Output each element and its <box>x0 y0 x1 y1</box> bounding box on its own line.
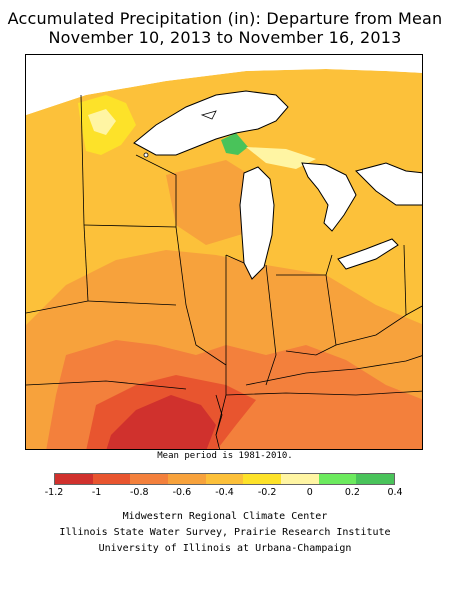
legend-bar <box>54 473 395 485</box>
credit-line-3: University of Illinois at Urbana-Champai… <box>98 543 352 554</box>
credit-line-1: Midwestern Regional Climate Center <box>122 511 328 522</box>
legend-tick-label: -1 <box>91 487 102 498</box>
legend-swatch-7 <box>318 474 357 484</box>
red-zone <box>106 395 216 449</box>
legend-swatch-8 <box>356 474 395 484</box>
green-zone <box>221 133 248 155</box>
legend-swatch-0 <box>55 474 93 484</box>
map-title: Accumulated Precipitation (in): Departur… <box>7 9 443 28</box>
credit-line-2: Illinois State Water Survey, Prairie Res… <box>59 527 391 538</box>
legend-swatch-1 <box>92 474 131 484</box>
map-date-range: November 10, 2013 to November 16, 2013 <box>48 28 402 47</box>
lake-superior <box>133 90 289 156</box>
legend-tick-label: -1.2 <box>44 487 64 498</box>
lake-michigan <box>239 166 275 280</box>
mean-period-note: Mean period is 1981-2010. <box>157 451 293 461</box>
pale-zone-upper-peninsula <box>246 147 316 169</box>
lake-ontario-edge <box>355 162 422 206</box>
small-island <box>143 152 149 158</box>
legend-swatch-5 <box>243 474 282 484</box>
legend-swatch-2 <box>130 474 169 484</box>
legend-tick-label: -0.2 <box>257 487 277 498</box>
lake-erie <box>337 238 399 270</box>
legend-swatch-3 <box>168 474 206 484</box>
outside-region <box>26 55 422 115</box>
legend-swatch-6 <box>281 474 319 484</box>
legend-tick-label: 0.4 <box>387 487 403 498</box>
legend-tick-label: -0.6 <box>172 487 192 498</box>
legend-tick-label: 0.2 <box>344 487 360 498</box>
legend-swatch-4 <box>205 474 244 484</box>
legend-tick-label: -0.8 <box>129 487 149 498</box>
legend-tick-label: -0.4 <box>215 487 234 498</box>
pale-yellow-zone <box>88 109 116 135</box>
island <box>200 110 217 120</box>
color-legend <box>54 473 395 485</box>
map-canvas <box>26 55 422 449</box>
lake-huron <box>301 162 357 232</box>
precipitation-map <box>25 54 423 450</box>
river <box>215 394 223 449</box>
state-borders <box>26 94 422 436</box>
legend-tick-label: 0 <box>306 487 313 498</box>
